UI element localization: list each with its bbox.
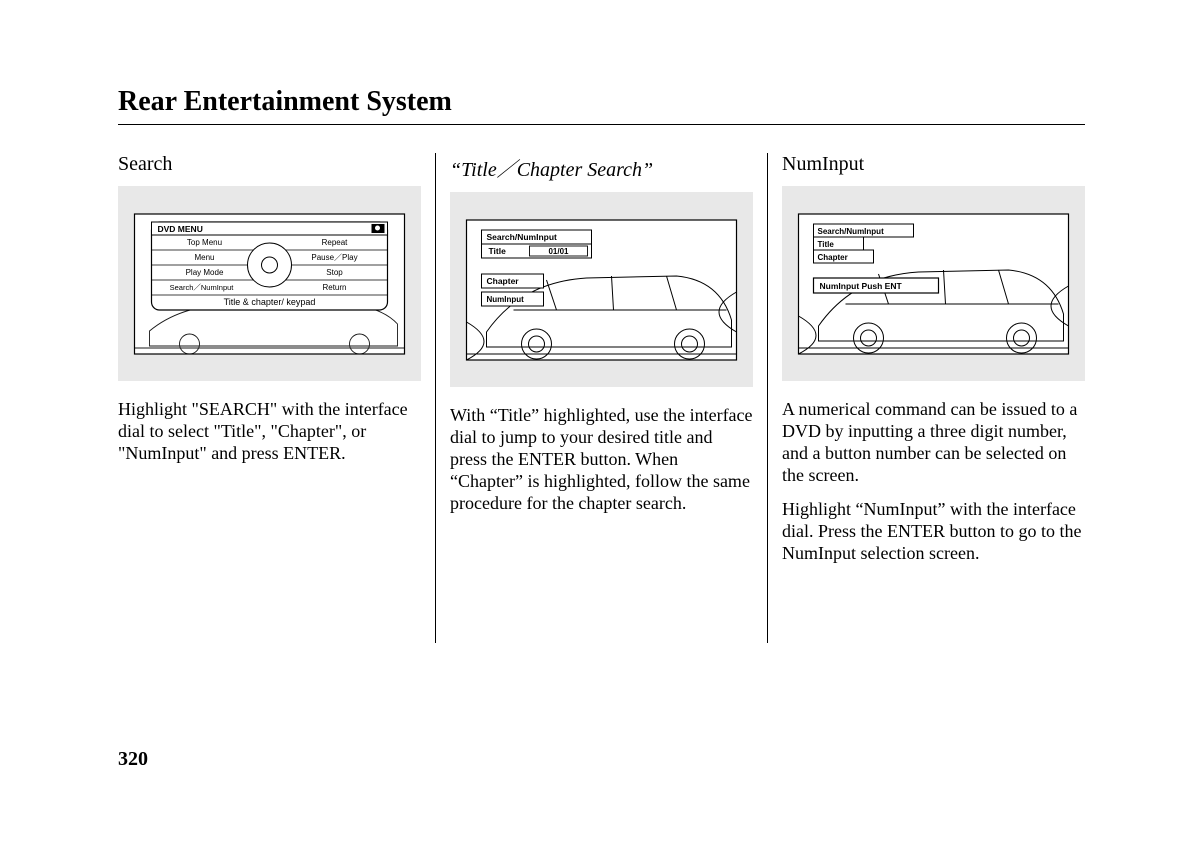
body-paragraph: Highlight “NumInput” with the interface … <box>782 499 1085 565</box>
panel-row-label: NumInput <box>487 295 525 304</box>
dvd-menu-header: DVD MENU <box>158 224 203 234</box>
body-paragraph: A numerical command can be issued to a D… <box>782 399 1085 487</box>
page-title: Rear Entertainment System <box>118 86 1085 118</box>
title-rule <box>118 124 1085 125</box>
body-paragraph: With “Title” highlighted, use the interf… <box>450 405 753 515</box>
menu-item: Play Mode <box>186 268 224 277</box>
panel-row-label: Chapter <box>818 253 848 262</box>
page-number: 320 <box>118 748 148 771</box>
figure-title-search: Search/NumInput Title 01/01 Chapter NumI… <box>450 192 753 387</box>
column-heading: “Title／Chapter Search” <box>450 153 753 182</box>
menu-item: Pause／Play <box>311 253 357 262</box>
panel-header: Search/NumInput <box>487 232 558 242</box>
panel-footer-row: NumInput Push ENT <box>820 281 903 291</box>
column-heading: NumInput <box>782 153 1085 176</box>
menu-item: Return <box>322 283 346 292</box>
menu-item: Stop <box>326 268 343 277</box>
columns-container: Search <box>118 153 1085 643</box>
menu-item: Search／NumInput <box>170 283 235 292</box>
figure-numinput: Search/NumInput Title Chapter NumInput P… <box>782 186 1085 381</box>
menu-item: Menu <box>194 253 214 262</box>
column-heading: Search <box>118 153 421 176</box>
menu-footer: Title & chapter/ keypad <box>224 297 316 307</box>
column-numinput: NumInput <box>768 153 1085 643</box>
body-paragraph: Highlight "SEARCH" with the interface di… <box>118 399 421 465</box>
column-title-chapter-search: “Title／Chapter Search” <box>436 153 767 643</box>
panel-row-value: 01/01 <box>548 247 569 256</box>
panel-header: Search/NumInput <box>818 227 885 236</box>
menu-item: Top Menu <box>187 238 222 247</box>
panel-row-label: Title <box>818 240 835 249</box>
panel-row-label: Title <box>489 246 507 256</box>
column-search: Search <box>118 153 435 643</box>
panel-row-label: Chapter <box>487 276 520 286</box>
figure-dvd-menu: DVD MENU Top Menu <box>118 186 421 381</box>
menu-item: Repeat <box>322 238 349 247</box>
